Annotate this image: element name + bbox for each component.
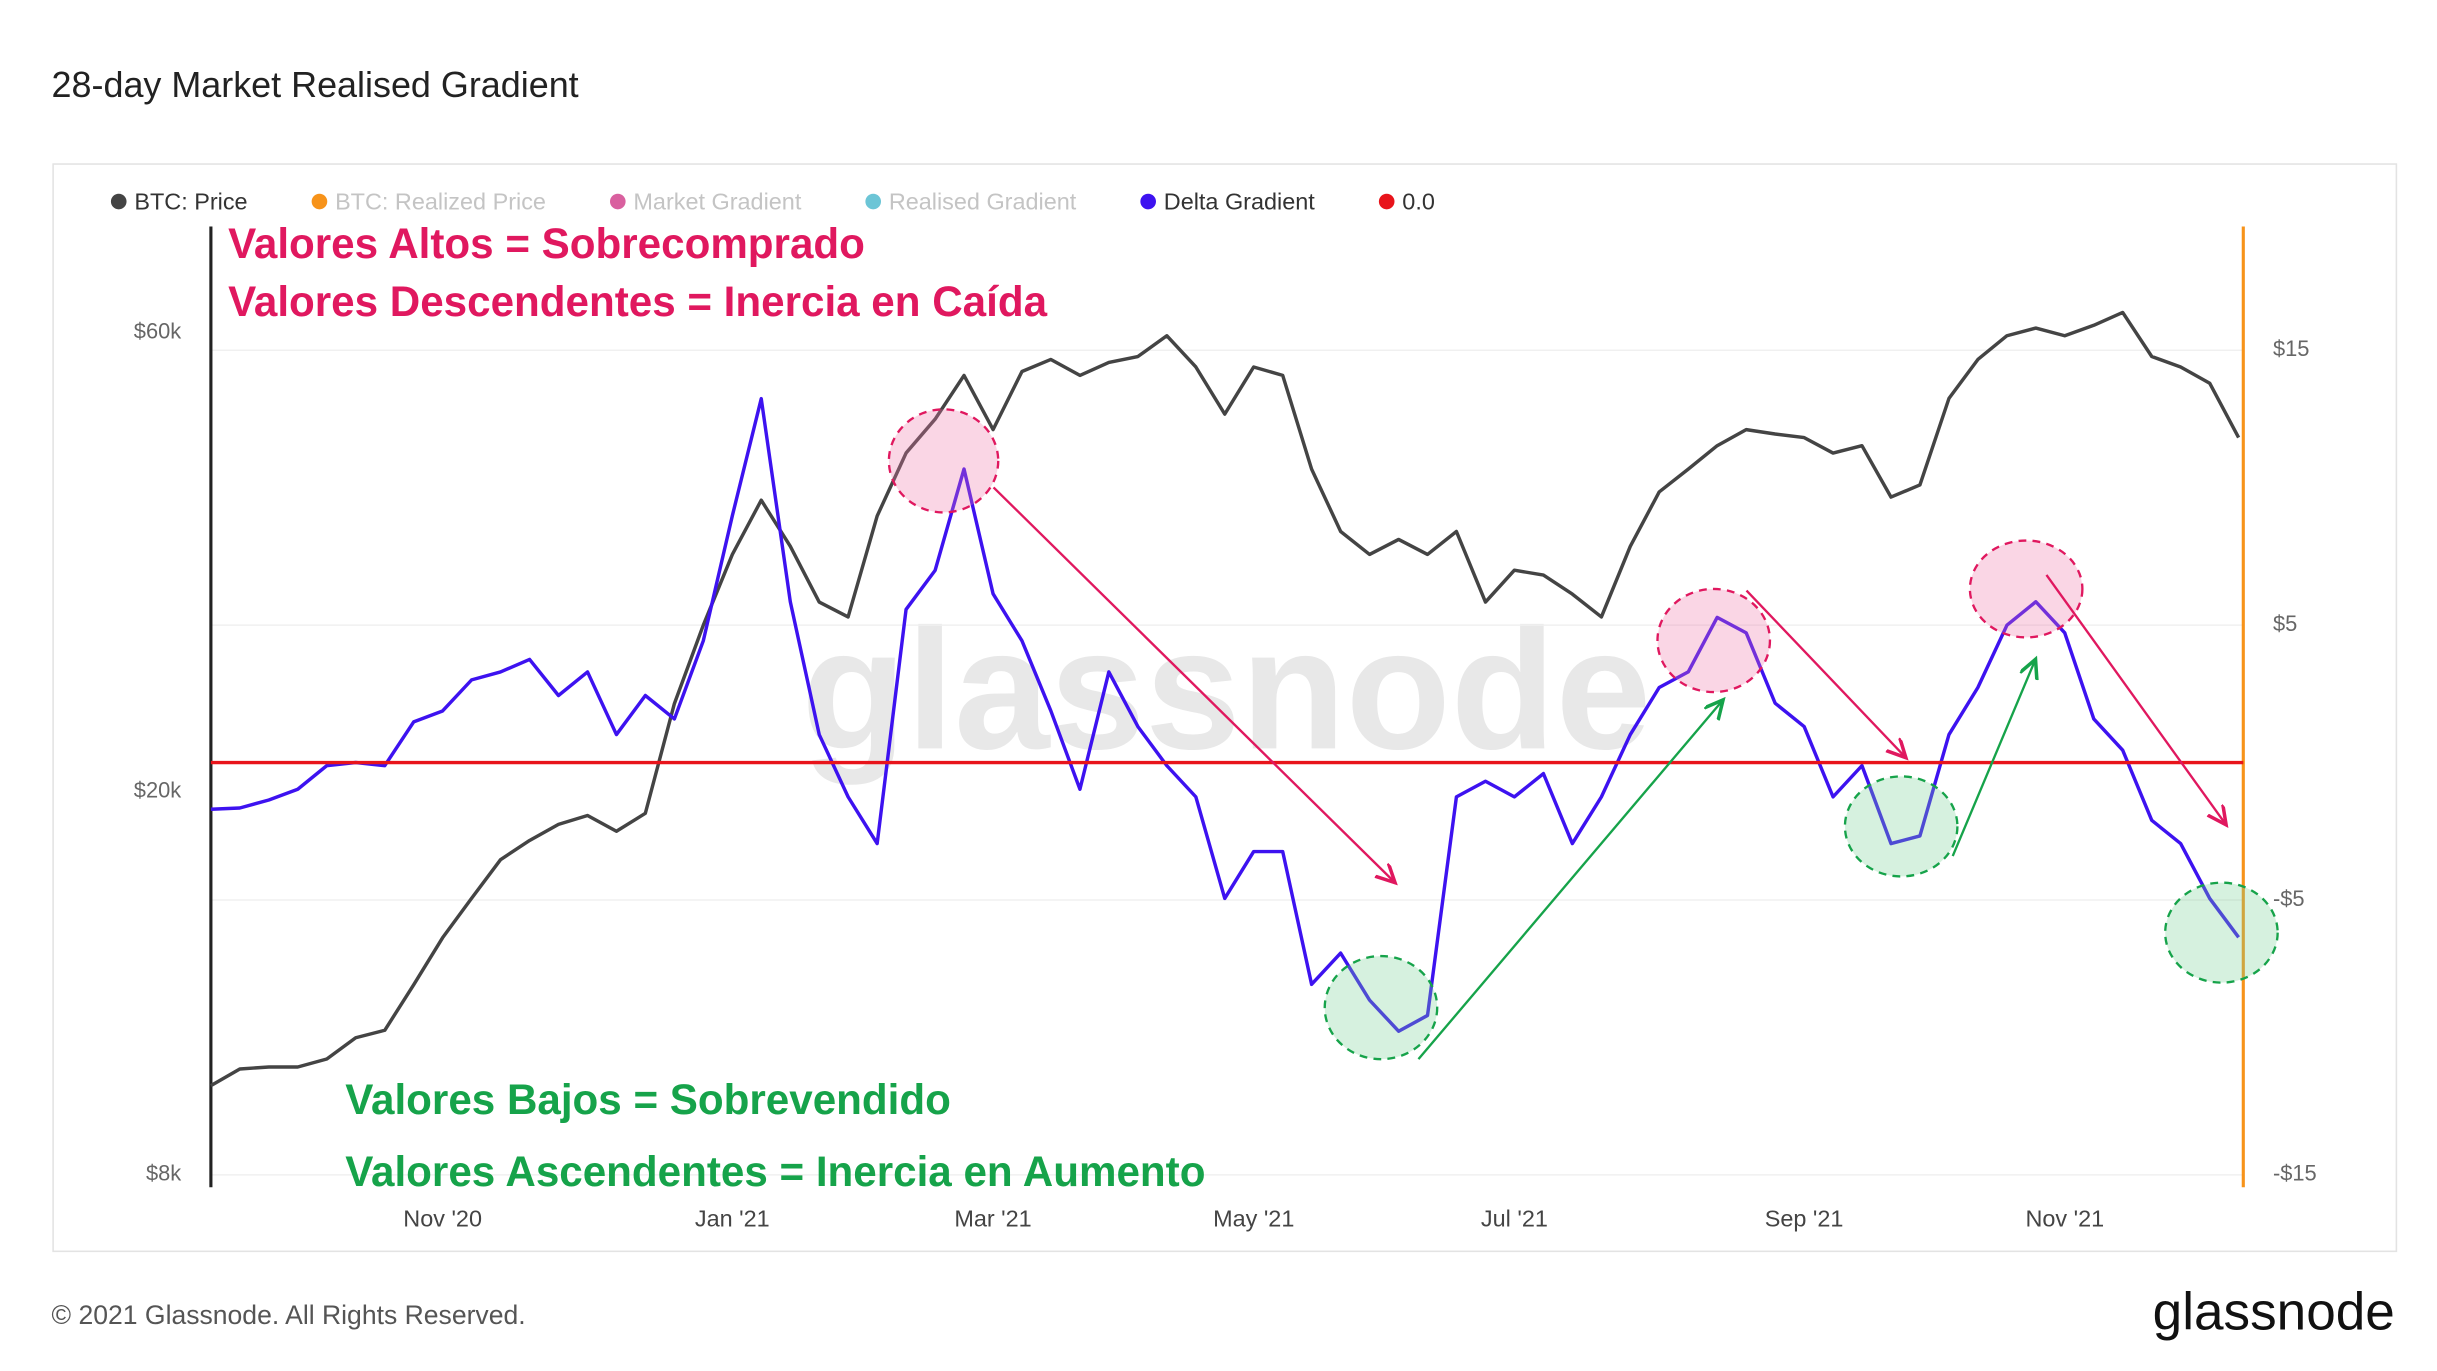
legend-swatch [110, 193, 127, 210]
y2-tick-label: $5 [2273, 611, 2297, 636]
watermark: glassnode [801, 593, 1651, 785]
series-line [210, 396, 2240, 1033]
arrow [1745, 589, 1906, 758]
x-tick-label: Sep '21 [1765, 1205, 1844, 1231]
oversold-circle [1843, 775, 1959, 878]
annotation-arrows [992, 486, 2227, 1060]
legend-swatch [1378, 193, 1395, 210]
overbought-circle [887, 408, 1000, 514]
chart-frame [52, 163, 2398, 1253]
brand-logo: glassnode [2153, 1282, 2395, 1341]
footer: © 2021 Glassnode. All Rights Reserved. [52, 1300, 526, 1330]
series-line [210, 310, 2241, 1088]
oversold-circle [1323, 954, 1439, 1061]
y2-tick-label: -$5 [2273, 886, 2305, 911]
annotation-text: Valores Bajos = Sobrevendido [345, 1076, 951, 1123]
y-tick-label: $20k [134, 778, 181, 803]
legend-label: 0.0 [1402, 188, 1435, 214]
x-tick-label: Jul '21 [1481, 1205, 1548, 1231]
y2-tick-label: -$15 [2273, 1161, 2317, 1186]
annotation-text: Valores Descendentes = Inercia en Caída [228, 278, 1047, 325]
arrow [992, 486, 1395, 882]
legend-swatch [865, 193, 882, 210]
grid: $8k $20k $60k -$15 -$5 $5 $15 Nov '20 Jan '21 Mar… [134, 319, 2317, 1232]
annotation-text: Valores Ascendentes = Inercia en Aumento [345, 1148, 1205, 1195]
legend-label: BTC: Realized Price [335, 188, 546, 214]
chart-title: 28-day Market Realised Gradient [52, 64, 579, 105]
x-tick-label: Mar '21 [954, 1205, 1031, 1231]
legend-label: Market Gradient [633, 188, 801, 214]
y2-tick-label: $15 [2273, 336, 2309, 361]
legend: BTC: Price BTC: Realized Price Market Grad… [110, 188, 1435, 214]
y-tick-label: $8k [146, 1160, 181, 1185]
legend-label: BTC: Price [134, 188, 247, 214]
arrow [2045, 574, 2226, 825]
x-tick-label: May '21 [1213, 1205, 1294, 1231]
legend-label: Realised Gradient [889, 188, 1077, 214]
legend-swatch [1140, 193, 1156, 210]
arrow [1951, 659, 2036, 857]
x-tick-label: Nov '20 [403, 1205, 482, 1231]
x-tick-label: Jan '21 [695, 1205, 770, 1231]
legend-label: Delta Gradient [1164, 188, 1316, 214]
overbought-circle [1968, 539, 2084, 639]
annotation-text: Valores Altos = Sobrecomprado [228, 220, 865, 267]
legend-swatch [609, 193, 626, 210]
plot [210, 310, 2244, 1088]
legend-swatch [311, 193, 328, 210]
overbought-circle [1656, 587, 1772, 694]
y-tick-label: $60k [134, 319, 181, 344]
arrow [1417, 700, 1723, 1060]
annotation-shapes [887, 408, 2279, 1061]
x-tick-label: Nov '21 [2025, 1205, 2104, 1231]
oversold-circle [2164, 881, 2279, 984]
